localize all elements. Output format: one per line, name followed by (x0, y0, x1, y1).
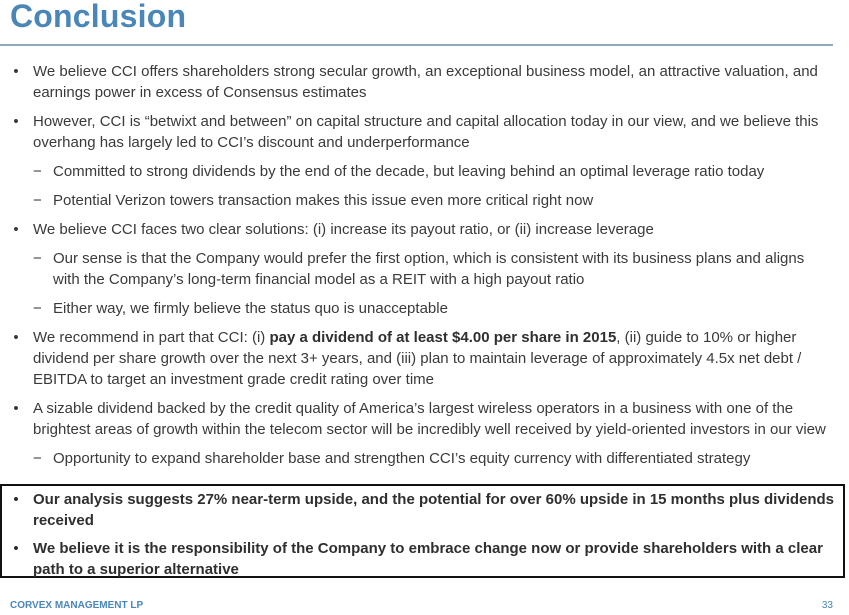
bullet-item: • We recommend in part that CCI: (i) pay… (9, 327, 835, 390)
highlight-text: We believe it is the responsibility of t… (33, 540, 823, 578)
dash-marker: − (33, 163, 42, 180)
bullet-item: • We believe CCI offers shareholders str… (9, 61, 835, 103)
sub-bullet-text: Opportunity to expand shareholder base a… (53, 450, 751, 467)
sub-bullet-text: Either way, we firmly believe the status… (53, 300, 448, 317)
bullet-marker: • (13, 491, 19, 508)
sub-bullet-text: Our sense is that the Company would pref… (53, 250, 805, 288)
highlight-bullet-item: • We believe it is the responsibility of… (9, 538, 835, 580)
bullet-marker: • (13, 63, 19, 80)
recommendation-lead: We recommend in part that CCI: (i) (33, 329, 270, 346)
recommendation-rest: , (ii) guide to 10% or higher dividend p… (33, 329, 802, 388)
sub-bullet-item: − Opportunity to expand shareholder base… (9, 448, 835, 469)
bullet-marker: • (13, 221, 19, 238)
bullet-text: We recommend in part that CCI: (i) pay a… (33, 329, 801, 388)
highlight-list: • Our analysis suggests 27% near-term up… (9, 489, 835, 587)
bullet-text: We believe CCI offers shareholders stron… (33, 63, 818, 101)
sub-bullet-text: Committed to strong dividends by the end… (53, 163, 765, 180)
bullet-marker: • (13, 400, 19, 417)
sub-bullet-item: − Either way, we firmly believe the stat… (9, 298, 835, 319)
bullet-marker: • (13, 113, 19, 130)
bullet-item: • A sizable dividend backed by the credi… (9, 398, 835, 440)
dash-marker: − (33, 300, 42, 317)
dash-marker: − (33, 250, 42, 267)
dash-marker: − (33, 192, 42, 209)
bullet-list: • We believe CCI offers shareholders str… (9, 61, 835, 477)
highlight-text: Our analysis suggests 27% near-term upsi… (33, 491, 835, 529)
bullet-text: We believe CCI faces two clear solutions… (33, 221, 654, 238)
highlight-box (0, 484, 845, 578)
highlight-bullet-item: • Our analysis suggests 27% near-term up… (9, 489, 835, 531)
sub-bullet-text: Potential Verizon towers transaction mak… (53, 192, 594, 209)
sub-bullet-item: − Our sense is that the Company would pr… (9, 248, 835, 290)
title-divider (0, 44, 833, 46)
bullet-item: • We believe CCI faces two clear solutio… (9, 219, 835, 240)
bullet-item: • However, CCI is “betwixt and between” … (9, 111, 835, 153)
sub-bullet-item: − Committed to strong dividends by the e… (9, 161, 835, 182)
footer-firm-name: CORVEX MANAGEMENT LP (10, 600, 144, 611)
bullet-text: However, CCI is “betwixt and between” on… (33, 113, 819, 151)
page-number: 33 (821, 600, 833, 611)
bullet-marker: • (13, 329, 19, 346)
bullet-marker: • (13, 540, 19, 557)
dividend-recommendation-emphasis: pay a dividend of at least $4.00 per sha… (269, 329, 617, 346)
bullet-text: A sizable dividend backed by the credit … (33, 400, 826, 438)
dash-marker: − (33, 450, 42, 467)
page-title: Conclusion (10, 0, 187, 34)
sub-bullet-item: − Potential Verizon towers transaction m… (9, 190, 835, 211)
